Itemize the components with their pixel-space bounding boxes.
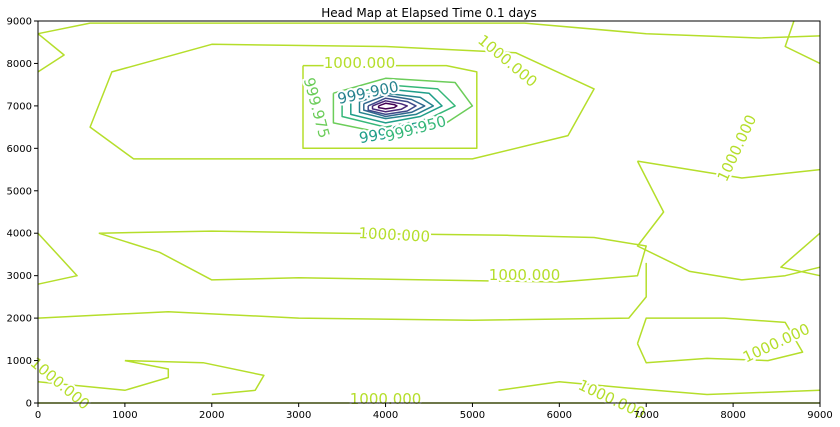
contour-line-level_999_925-18	[350, 88, 443, 124]
contour-line-inner_3-22	[371, 100, 409, 113]
y-axis: 0 1000 2000 3000 4000 5000 6000 7000 8000 9000	[7, 17, 38, 410]
contour-label-2: 999.975	[300, 76, 333, 141]
contour-line-level_1000-4	[784, 20, 821, 65]
contour-line-level_999_900-19	[358, 92, 435, 120]
contour-line-level_1000-12	[37, 359, 170, 392]
y-tick-label-7000: 7000	[7, 101, 32, 112]
contour-line-level_1000-0	[89, 43, 595, 160]
x-tick-label-7000: 7000	[633, 410, 658, 421]
x-tick-label-5000: 5000	[460, 410, 485, 421]
contour-line-level_1000-2	[37, 22, 821, 39]
contour-line-level_1000-3	[37, 33, 65, 73]
contour-label-6: 1000.000	[358, 224, 430, 246]
plot-frame	[37, 20, 821, 404]
contour-label-1: 1000.000	[474, 31, 540, 91]
x-tick-label-1000: 1000	[112, 410, 137, 421]
x-tick-label-6000: 6000	[547, 410, 572, 421]
contour-line-level_1000-6	[37, 232, 78, 285]
contour-label-8: 1000.000	[714, 112, 761, 184]
x-tick-label-4000: 4000	[373, 410, 398, 421]
contour-line-level_1000-8	[637, 160, 821, 179]
contour-line-level_1000-13	[124, 359, 265, 396]
x-tick-label-2000: 2000	[199, 410, 224, 421]
contour-label-0: 1000.000	[324, 54, 396, 72]
contour-line-level_1000-1	[302, 64, 478, 150]
y-tick-label-8000: 8000	[7, 59, 32, 70]
y-tick-label-4000: 4000	[7, 229, 32, 240]
x-tick-label-8000: 8000	[720, 410, 745, 421]
contour-line-level_1000-7	[780, 232, 821, 277]
contour-line-level_999_950-17	[341, 83, 456, 128]
contour-line-level_1000-9	[636, 160, 821, 281]
contour-line-level_999_975-16	[332, 77, 474, 135]
contour-line-inner_1-20	[363, 94, 426, 118]
contour-lines	[37, 20, 821, 404]
y-tick-label-2000: 2000	[7, 314, 32, 325]
y-tick-label-5000: 5000	[7, 186, 32, 197]
contour-line-level_1000-5	[98, 230, 647, 283]
contour-label-12: 1000.000	[27, 354, 93, 414]
y-tick-label-9000: 9000	[7, 17, 32, 28]
contour-line-level_1000-14	[498, 381, 821, 396]
x-tick-label-3000: 3000	[286, 410, 311, 421]
contour-label-10: 1000.000	[350, 390, 422, 408]
contour-line-inner_2-21	[367, 97, 417, 116]
y-tick-label-6000: 6000	[7, 144, 32, 155]
x-axis: 0 1000 2000 3000 4000 5000 6000 7000 8000 9000	[35, 403, 833, 421]
contour-line-level_1000-11	[636, 317, 804, 364]
contour-label-7: 1000.000	[489, 266, 561, 284]
y-tick-label-3000: 3000	[7, 271, 32, 282]
y-tick-label-0: 0	[26, 399, 32, 410]
contour-line-level_1000-10	[37, 262, 647, 321]
contour-label-9: 1000.000	[740, 320, 812, 367]
contour-line-inner_4-23	[377, 102, 398, 110]
x-tick-label-0: 0	[35, 410, 41, 421]
chart-title: Head Map at Elapsed Time 0.1 days	[321, 6, 537, 20]
x-tick-label-9000: 9000	[807, 410, 832, 421]
y-tick-label-1000: 1000	[7, 356, 32, 367]
